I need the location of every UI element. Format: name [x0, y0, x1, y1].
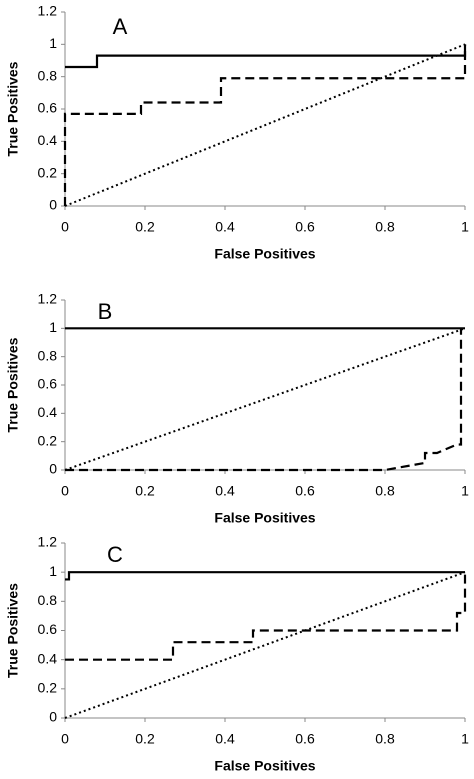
- x-tick-label: 0.4: [215, 731, 235, 747]
- y-tick-label: 0.4: [38, 650, 58, 666]
- y-tick-label: 0.4: [38, 132, 58, 148]
- roc-line: [65, 44, 467, 69]
- y-tick-label: 0.8: [38, 347, 58, 363]
- y-tick-label: 0.6: [38, 100, 58, 116]
- x-tick-label: 0.4: [215, 483, 235, 499]
- roc-line: [64, 43, 466, 207]
- x-tick-label: 0.4: [215, 219, 235, 235]
- y-tick-label: 0.8: [38, 592, 58, 608]
- x-tick-label: 0.2: [135, 731, 155, 747]
- y-tick-label: 1.2: [38, 534, 58, 550]
- x-tick-label: 0: [61, 731, 69, 747]
- panel-title: C: [107, 542, 123, 567]
- y-tick-label: 0.2: [38, 432, 58, 448]
- x-tick-label: 0.8: [375, 483, 395, 499]
- y-tick-label: 0: [49, 461, 57, 477]
- x-tick-label: 0.8: [375, 219, 395, 235]
- x-tick-label: 0.2: [135, 219, 155, 235]
- x-tick-label: 0.6: [295, 219, 315, 235]
- y-axis-title: True Positives: [5, 61, 21, 156]
- x-tick-label: 1: [461, 483, 469, 499]
- x-tick-label: 0: [61, 219, 69, 235]
- x-tick-label: 0: [61, 483, 69, 499]
- y-tick-label: 0.6: [38, 376, 58, 392]
- panel-title: B: [98, 299, 113, 324]
- y-tick-label: 1: [49, 319, 57, 335]
- x-axis-title: False Positives: [214, 510, 315, 526]
- y-tick-label: 0.6: [38, 621, 58, 637]
- x-axis-title: False Positives: [214, 246, 315, 262]
- y-axis-title: True Positives: [5, 583, 21, 678]
- roc-line: [64, 571, 466, 719]
- x-axis-title: False Positives: [214, 758, 315, 774]
- y-axis-title: True Positives: [5, 337, 21, 432]
- x-tick-label: 0.2: [135, 483, 155, 499]
- x-tick-label: 0.6: [295, 731, 315, 747]
- y-tick-label: 0: [49, 709, 57, 725]
- y-tick-label: 1.2: [38, 3, 58, 19]
- y-tick-label: 0.2: [38, 680, 58, 696]
- y-tick-label: 1.2: [38, 291, 58, 307]
- y-tick-label: 1: [49, 35, 57, 51]
- x-tick-label: 1: [461, 219, 469, 235]
- y-tick-label: 1: [49, 563, 57, 579]
- roc-line: [65, 571, 465, 581]
- roc-line: [63, 44, 467, 206]
- x-tick-label: 0.8: [375, 731, 395, 747]
- roc-line: [65, 572, 467, 661]
- x-tick-label: 0.6: [295, 483, 315, 499]
- y-tick-label: 0.8: [38, 67, 58, 83]
- x-tick-label: 1: [461, 731, 469, 747]
- roc-line: [64, 327, 466, 471]
- roc-line: [65, 328, 463, 472]
- y-tick-label: 0: [49, 197, 57, 213]
- y-tick-label: 0.4: [38, 404, 58, 420]
- panel-title: A: [113, 14, 128, 39]
- y-tick-label: 0.2: [38, 164, 58, 180]
